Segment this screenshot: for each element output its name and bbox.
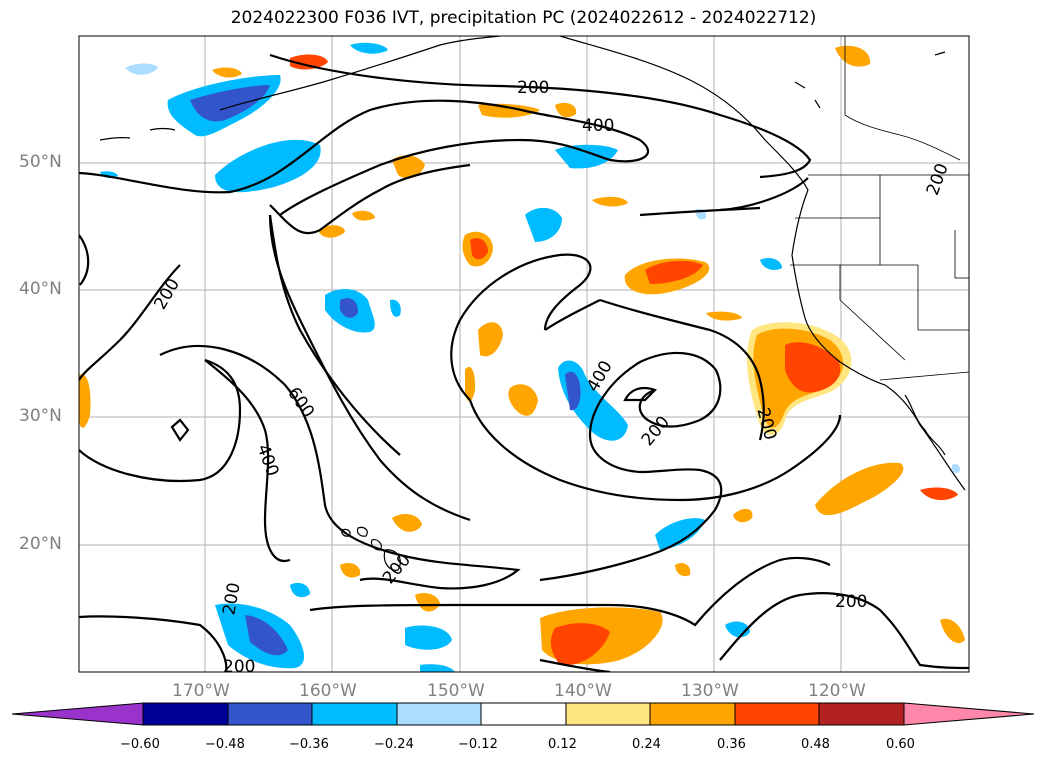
precip-positive-shading: [79, 45, 965, 666]
colorbar-tick: 0.36: [717, 737, 746, 752]
contour-label-200: 200: [835, 592, 867, 612]
contour-label-400: 400: [582, 116, 614, 136]
lon-label-130w: 130°W: [681, 681, 739, 701]
ivt-contours: [79, 53, 969, 672]
colorbar-tick: 0.12: [548, 737, 577, 752]
colorbar-tick: −0.48: [205, 737, 245, 752]
lon-label-140w: 140°W: [554, 681, 612, 701]
contour-label-200: 200: [517, 78, 549, 98]
colorbar-tick: 0.60: [886, 737, 915, 752]
colorbar-tick: −0.60: [120, 737, 160, 752]
lat-label-50n: 50°N: [19, 152, 62, 172]
lat-label-20n: 20°N: [19, 534, 62, 554]
colorbar-tick: 0.24: [632, 737, 661, 752]
lon-label-150w: 150°W: [427, 681, 485, 701]
colorbar: [11, 702, 1035, 726]
colorbar-tick: −0.36: [289, 737, 329, 752]
gridlines: [79, 36, 969, 672]
political-boundaries: [790, 36, 969, 381]
coastlines: [99, 36, 966, 491]
colorbar-tick: 0.48: [801, 737, 830, 752]
map-frame: [78, 35, 970, 673]
colorbar-over-arrow: [903, 702, 1035, 726]
lon-label-160w: 160°W: [299, 681, 357, 701]
colorbar-under-arrow: [11, 702, 144, 726]
precip-negative-shading: [100, 42, 960, 672]
lat-label-30n: 30°N: [19, 406, 62, 426]
map-title: 2024022300 F036 IVT, precipitation PC (2…: [230, 8, 817, 28]
contour-label-200: 200: [223, 657, 255, 677]
lon-label-120w: 120°W: [808, 681, 866, 701]
colorbar-tick: −0.24: [374, 737, 414, 752]
lon-label-170w: 170°W: [172, 681, 230, 701]
colorbar-tick: −0.12: [458, 737, 498, 752]
lat-label-40n: 40°N: [19, 279, 62, 299]
